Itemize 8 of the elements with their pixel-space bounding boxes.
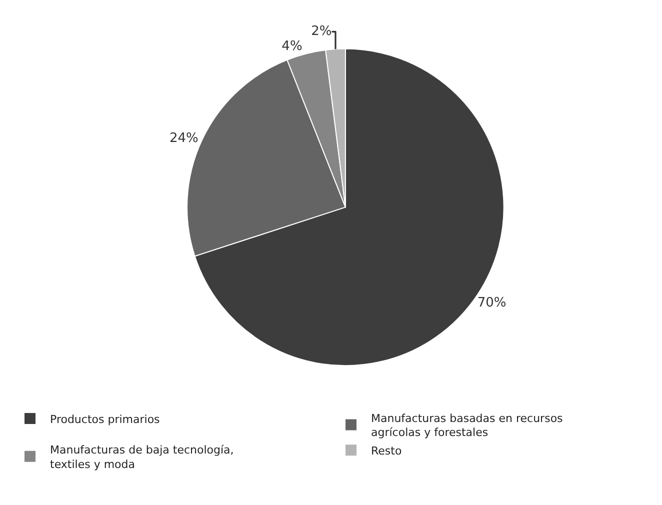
legend-label: Productos primarios (50, 412, 160, 426)
data-label: 4% (282, 39, 302, 54)
legend-label: Manufacturas de baja tecnología, textiles y moda (50, 444, 234, 471)
data-label: 24% (169, 130, 198, 146)
data-label: 2% (311, 24, 332, 40)
legend-label: Manufacturas basadas en recursos agrícolas y forestales (371, 412, 564, 440)
data-label: 70% (477, 295, 506, 310)
legend-label: Resto (371, 444, 402, 458)
